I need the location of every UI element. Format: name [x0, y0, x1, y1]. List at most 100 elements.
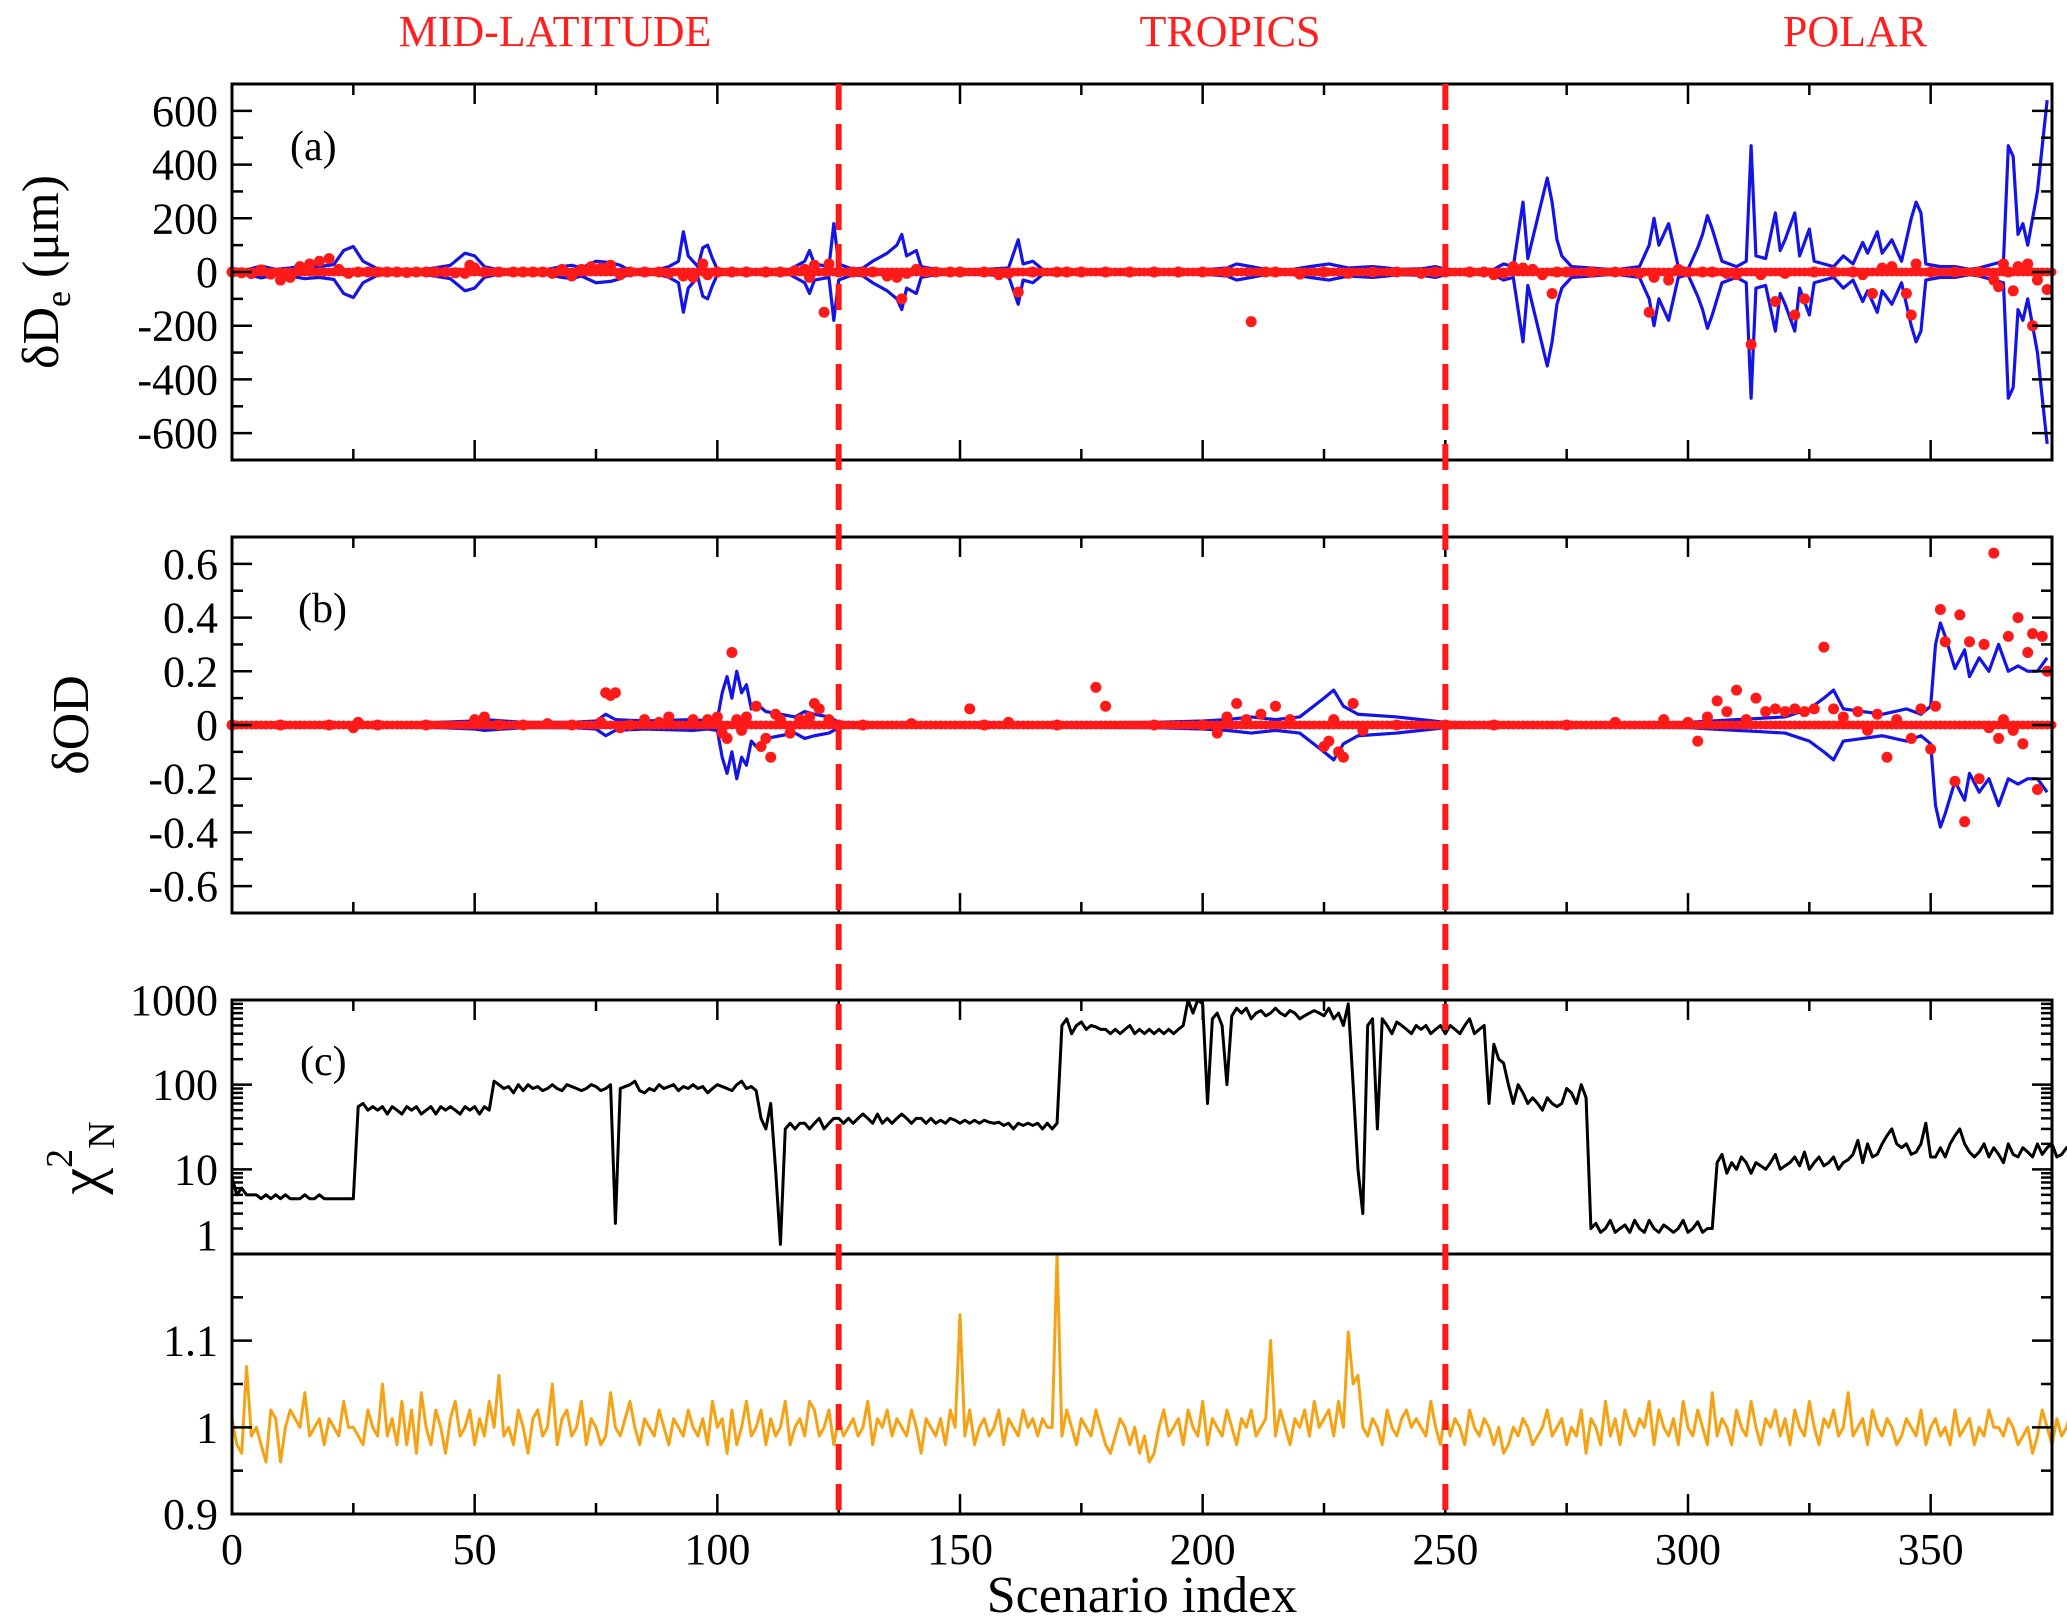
a-error-point [1260, 266, 1272, 278]
a-error-point [527, 266, 539, 278]
a-uncertainty-upper-line [231, 99, 2049, 273]
a-error-point [275, 274, 287, 286]
x-tick-label: 200 [1170, 1525, 1236, 1574]
a-error-point [711, 266, 723, 278]
a-error-point [605, 259, 617, 271]
a-error-point [430, 266, 442, 278]
b-error-point [1211, 727, 1223, 739]
b-error-point [352, 716, 364, 728]
b-error-point [2031, 783, 2043, 795]
a-error-point [478, 266, 490, 278]
b-error-point [517, 719, 529, 731]
b-error-point [323, 719, 335, 731]
b-error-point [1750, 692, 1762, 704]
a-error-point [789, 265, 801, 277]
b-error-point [1881, 751, 1893, 763]
b-error-point [2027, 628, 2039, 640]
b-ytick-label: -0.2 [148, 755, 218, 804]
b-error-point [1871, 708, 1883, 720]
b-error-point [1740, 714, 1752, 726]
b-error-point [1731, 684, 1743, 696]
b-error-point [1993, 732, 2005, 744]
b-error-point [1818, 641, 1830, 653]
a-error-point [284, 271, 296, 283]
a-error-point [585, 261, 597, 273]
region-label-polar: POLAR [1783, 7, 1928, 56]
b-error-point [750, 700, 762, 712]
b-ytick-label: 0.2 [163, 647, 218, 696]
a-error-point [1925, 266, 1937, 278]
a-error-point [1672, 263, 1684, 275]
panel-c-ylabel: χ2N [39, 1121, 123, 1195]
a-error-point [697, 258, 709, 270]
panel-c-tag: (c) [300, 1039, 347, 1085]
b-error-point [784, 727, 796, 739]
b-error-point [1692, 735, 1704, 747]
a-error-point [881, 270, 893, 282]
a-error-point [1648, 271, 1660, 283]
b-error-point [1488, 719, 1500, 731]
b-error-point [765, 751, 777, 763]
a-error-point [391, 266, 403, 278]
b-error-point [1959, 816, 1971, 828]
a-error-point [566, 270, 578, 282]
b-error-point [1949, 775, 1961, 787]
a-error-point [1551, 266, 1563, 278]
b-error-point [1973, 773, 1985, 785]
b-error-point [1701, 711, 1713, 723]
b-error-point [1891, 714, 1903, 726]
b-ytick-label: 0.6 [163, 540, 218, 589]
a-error-point [381, 266, 393, 278]
b-error-point [755, 740, 767, 752]
a-error-point [1949, 266, 1961, 278]
b-error-point [372, 719, 384, 731]
a-error-point [1609, 266, 1621, 278]
b-error-point [478, 711, 490, 723]
a-error-point [459, 267, 471, 279]
b-error-point [1357, 724, 1369, 736]
b-error-point [1988, 547, 2000, 559]
a-error-point [1391, 266, 1403, 278]
a-error-point [1318, 266, 1330, 278]
a-error-point [1430, 266, 1442, 278]
a-error-point [677, 270, 689, 282]
a-error-point [1100, 266, 1112, 278]
c-ytick-label: 10 [174, 1145, 218, 1194]
b-error-point [2036, 630, 2048, 642]
panel-a-ylabel-unit: (μm) [13, 175, 70, 278]
a-error-point [1294, 268, 1306, 280]
a-error-point [799, 263, 811, 275]
a-error-point [1027, 266, 1039, 278]
b-error-point [1905, 732, 1917, 744]
b-ytick-label: -0.6 [148, 862, 218, 911]
b-error-point [1323, 735, 1335, 747]
a-error-point [245, 268, 257, 280]
b-error-point [1255, 708, 1267, 720]
a-error-point [1706, 266, 1718, 278]
b-error-point [1561, 719, 1573, 731]
a-error-point [1697, 266, 1709, 278]
b-error-point [1658, 714, 1670, 726]
b-error-point [1837, 711, 1849, 723]
a-error-point [1905, 309, 1917, 321]
b-error-point [663, 711, 675, 723]
a-error-point [342, 267, 354, 279]
a-ytick-label: 600 [152, 87, 218, 136]
a-error-point [1245, 316, 1257, 328]
a-error-point [823, 258, 835, 270]
b-error-point [804, 711, 816, 723]
b-error-point [760, 732, 772, 744]
b-uncertainty-lower-line [232, 724, 2049, 829]
a-error-point [1051, 266, 1063, 278]
a-error-point [1517, 262, 1529, 274]
a-error-point [1197, 266, 1209, 278]
a-error-point [1886, 261, 1898, 273]
a-error-point [1003, 267, 1015, 279]
a-error-point [639, 266, 651, 278]
a-error-point [818, 306, 830, 318]
svg-text:δDe (μm): δDe (μm) [13, 175, 78, 369]
a-error-point [1507, 261, 1519, 273]
a-error-point [993, 269, 1005, 281]
a-error-point [808, 259, 820, 271]
